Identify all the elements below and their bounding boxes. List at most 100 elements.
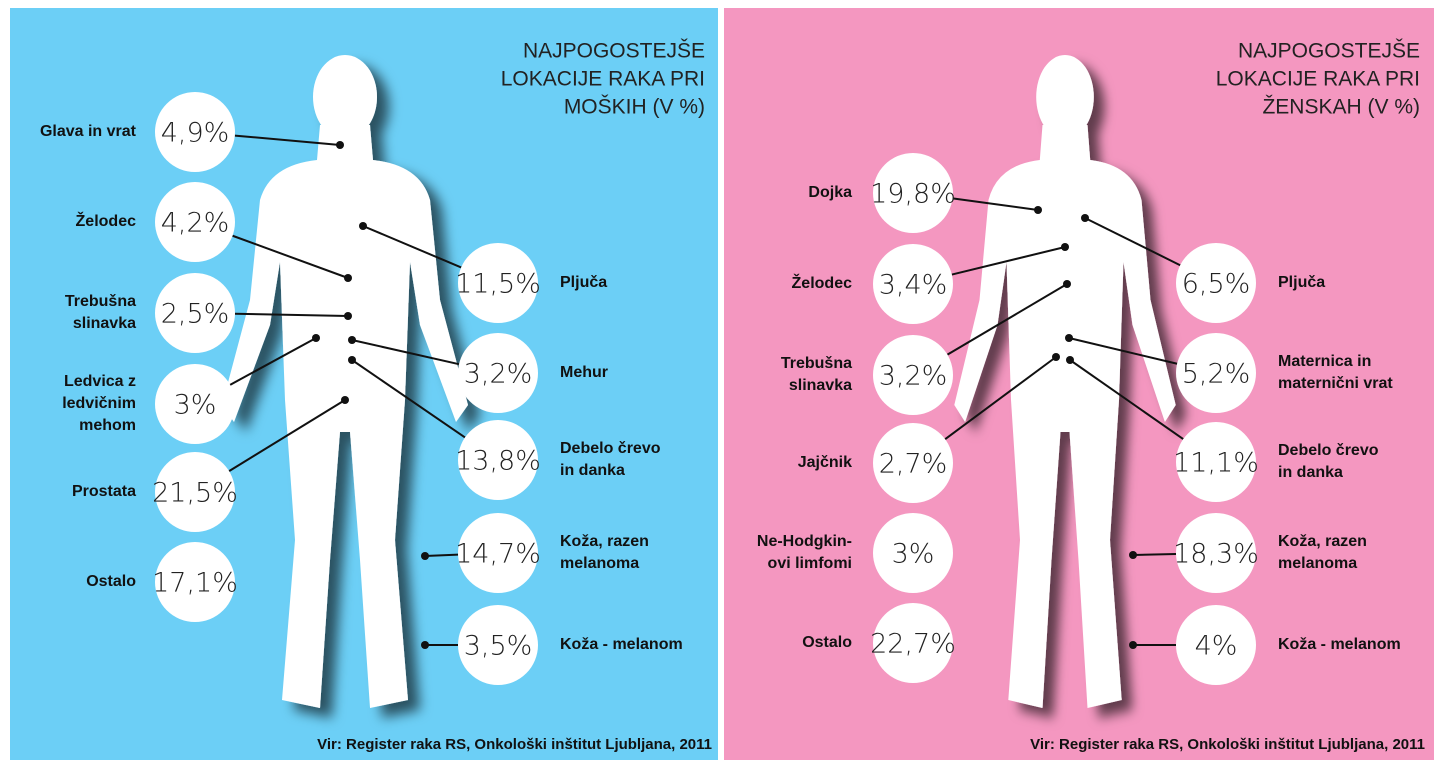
value-label: 11,1%: [1173, 448, 1259, 479]
value-label: 3%: [892, 539, 935, 570]
leader-dot: [1061, 243, 1069, 251]
value-circle: [458, 243, 538, 323]
leader-dot: [421, 552, 429, 560]
panel-title: LOKACIJE RAKA PRI: [1216, 68, 1420, 91]
leader-dot: [336, 141, 344, 149]
value-circle: [873, 335, 953, 415]
leader-dot: [421, 641, 429, 649]
site-label: in danka: [1278, 464, 1343, 481]
value-label: 22,7%: [870, 629, 956, 660]
site-label: Debelo črevo: [1278, 442, 1379, 459]
value-circle: [873, 603, 953, 683]
source-note: Vir: Register raka RS, Onkološki inštitu…: [1030, 736, 1425, 753]
site-label: Pljuča: [560, 274, 607, 291]
value-circle: [873, 153, 953, 233]
value-label: 14,7%: [455, 539, 541, 570]
leader-line: [229, 337, 317, 386]
value-label: 3,5%: [464, 631, 533, 662]
value-label: 21,5%: [152, 478, 238, 509]
site-label: Maternica in: [1278, 353, 1371, 370]
value-label: 17,1%: [152, 568, 238, 599]
source-note: Vir: Register raka RS, Onkološki inštitu…: [317, 736, 712, 753]
leader-line: [232, 234, 349, 279]
panel-title: ŽENSKAH (V %): [1262, 96, 1420, 119]
value-circle: [873, 423, 953, 503]
leader-dot: [1081, 214, 1089, 222]
leader-dot: [348, 356, 356, 364]
value-label: 5,2%: [1182, 359, 1251, 390]
value-label: 18,3%: [1173, 539, 1259, 570]
site-label: Koža - melanom: [560, 636, 683, 653]
site-label: ledvičnim: [62, 395, 136, 412]
site-label: Ne-Hodgkin-: [757, 533, 852, 550]
site-label: Dojka: [808, 184, 852, 201]
leader-dot: [1065, 334, 1073, 342]
leader-dot: [341, 396, 349, 404]
site-label: Želodec: [76, 211, 137, 230]
leader-dot: [1034, 206, 1042, 214]
value-circle: [1176, 513, 1256, 593]
site-label: melanoma: [560, 555, 639, 572]
site-label: in danka: [560, 462, 625, 479]
value-circle: [155, 182, 235, 262]
value-circle: [1176, 605, 1256, 685]
site-label: Ostalo: [802, 634, 852, 651]
leader-line: [1069, 359, 1184, 440]
panel-title: LOKACIJE RAKA PRI: [501, 68, 705, 91]
value-label: 19,8%: [870, 179, 956, 210]
value-label: 3,2%: [464, 359, 533, 390]
site-label: Glava in vrat: [40, 123, 137, 140]
value-circle: [873, 244, 953, 324]
value-circle: [1176, 422, 1256, 502]
site-label: Debelo črevo: [560, 440, 661, 457]
leader-line: [944, 356, 1057, 440]
value-circle: [1176, 243, 1256, 323]
leader-line: [946, 283, 1068, 356]
leader-line: [1084, 217, 1181, 267]
leader-dot: [344, 274, 352, 282]
site-label: Ledvica z: [64, 373, 136, 390]
site-label: Pljuča: [1278, 274, 1325, 291]
site-label: Želodec: [792, 273, 853, 292]
leader-line: [234, 134, 341, 146]
leader-dot: [1052, 353, 1060, 361]
leader-line: [1132, 552, 1177, 556]
site-label: Mehur: [560, 364, 608, 381]
value-label: 13,8%: [455, 446, 541, 477]
site-label: slinavka: [73, 315, 136, 332]
site-label: ovi limfomi: [768, 555, 852, 572]
leader-dot: [344, 312, 352, 320]
leader-line: [1068, 337, 1178, 365]
site-label: Koža, razen: [560, 533, 649, 550]
leader-dot: [312, 334, 320, 342]
value-circle: [155, 364, 235, 444]
value-label: 6,5%: [1182, 269, 1251, 300]
leader-dot: [1066, 356, 1074, 364]
panel-title: NAJPOGOSTEJŠE: [1238, 40, 1420, 63]
value-circle: [873, 513, 953, 593]
site-label: melanoma: [1278, 555, 1357, 572]
panel-title: MOŠKIH (V %): [564, 96, 705, 119]
leader-dot: [1129, 641, 1137, 649]
value-label: 11,5%: [455, 269, 541, 300]
value-circle: [458, 420, 538, 500]
leader-dot: [359, 222, 367, 230]
site-label: Trebušna: [65, 293, 136, 310]
site-label: mehom: [79, 417, 136, 434]
value-circle: [1176, 333, 1256, 413]
value-circle: [155, 92, 235, 172]
value-label: 3,2%: [879, 361, 948, 392]
value-label: 2,7%: [879, 449, 948, 480]
site-label: slinavka: [789, 377, 852, 394]
value-label: 4%: [1195, 631, 1238, 662]
leader-dot: [1129, 551, 1137, 559]
site-label: Koža - melanom: [1278, 636, 1401, 653]
leader-dot: [348, 336, 356, 344]
leader-line: [952, 197, 1039, 211]
leader-line: [424, 553, 459, 557]
value-circle: [458, 513, 538, 593]
site-label: Trebušna: [781, 355, 852, 372]
leader-line: [351, 339, 460, 366]
leader-line: [228, 399, 346, 472]
